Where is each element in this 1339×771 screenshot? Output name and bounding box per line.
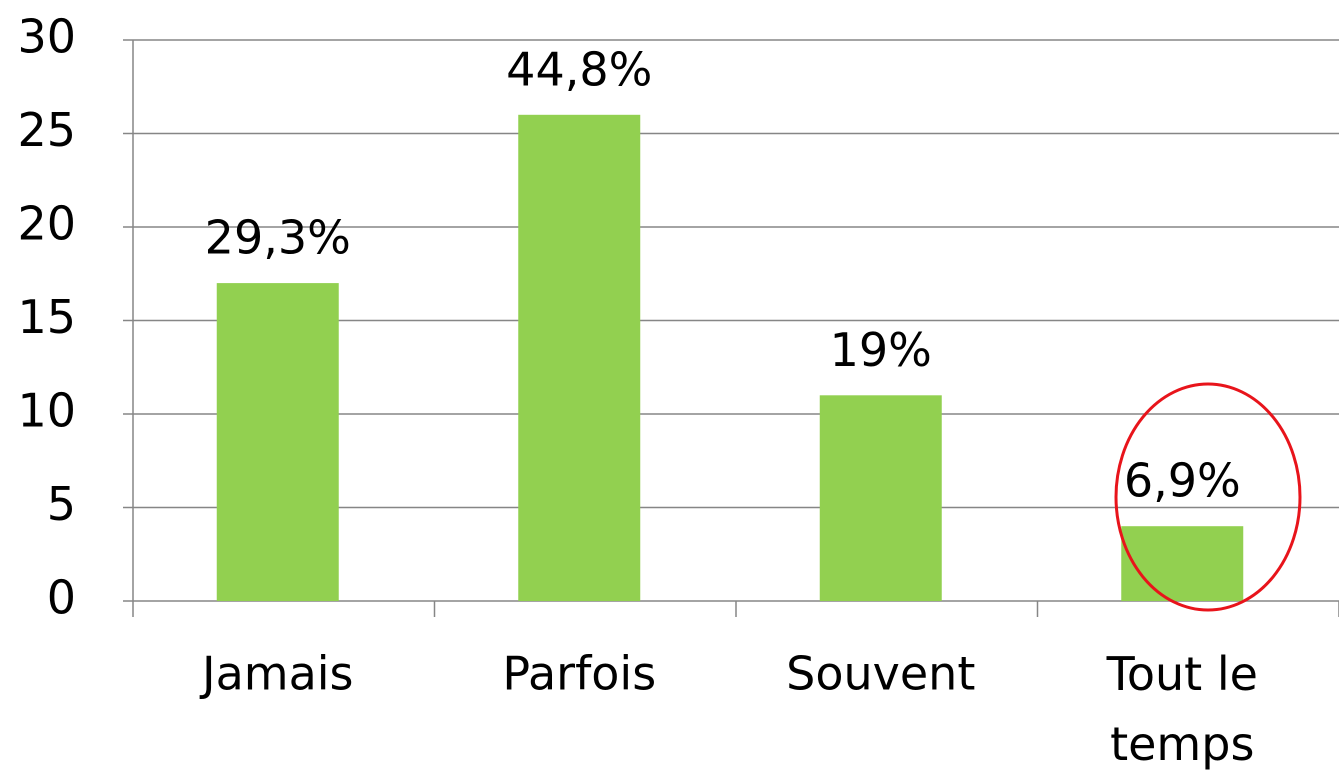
bar xyxy=(819,395,942,601)
bar xyxy=(1121,526,1244,601)
x-tick-label: Souvent xyxy=(786,647,975,701)
data-label: 19% xyxy=(830,323,932,377)
bar xyxy=(216,283,339,601)
x-tick-label: Tout le temps xyxy=(1106,647,1258,771)
y-tick-label: 30 xyxy=(17,10,76,64)
y-tick-label: 20 xyxy=(17,197,76,251)
x-tick-label: Parfois xyxy=(502,647,656,701)
highlight-circle xyxy=(1114,382,1302,612)
x-tick-label: Jamais xyxy=(199,647,354,701)
bar xyxy=(518,114,641,602)
data-label: 44,8% xyxy=(506,42,652,96)
y-tick-label: 10 xyxy=(17,384,76,438)
y-tick-label: 5 xyxy=(47,477,76,531)
y-tick-label: 0 xyxy=(47,571,76,625)
y-tick-label: 25 xyxy=(17,103,76,157)
y-tick-label: 15 xyxy=(17,290,76,344)
data-label: 6,9% xyxy=(1124,454,1241,508)
data-label: 29,3% xyxy=(205,211,351,265)
